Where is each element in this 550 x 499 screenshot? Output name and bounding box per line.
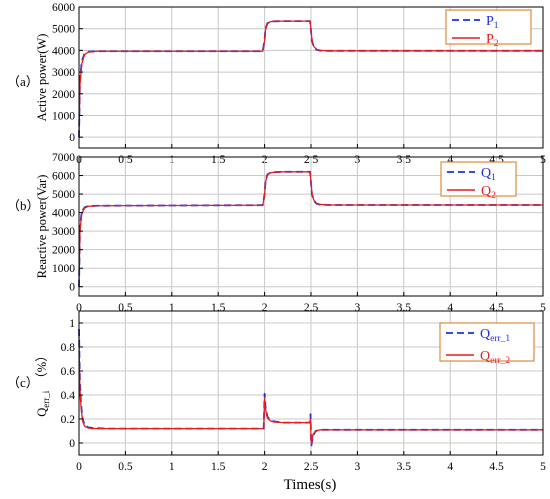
x-tick-label: 5 (540, 302, 546, 314)
y-axis-label: Qerr_i （%） (35, 349, 51, 416)
x-tick-label: 1.5 (211, 461, 226, 473)
legend-label-sub: 2 (491, 191, 496, 201)
x-tick-label: 2 (262, 302, 268, 314)
series-line-Q2 (78, 171, 543, 287)
panel-label: （a） (7, 74, 39, 89)
legend-label-main: Q (480, 349, 490, 364)
x-tick-label: 0.5 (118, 461, 133, 473)
x-tick-label: 1 (169, 302, 175, 314)
y-tick-label: 6000 (52, 171, 75, 183)
y-tick-label: 2000 (52, 245, 75, 257)
chart-panel-1: 00.511.522.533.544.550100020003000400050… (7, 2, 546, 166)
legend-label-sub: 2 (494, 39, 499, 49)
y-axis-label: Reactive power(Var) (35, 175, 49, 279)
y-tick-label: 1 (69, 318, 75, 330)
legend-label-sub: 1 (491, 173, 496, 183)
x-tick-label: 4.5 (489, 461, 504, 473)
legend-label-main: Q (481, 166, 491, 181)
y-axis-label-main: Q (35, 408, 49, 417)
x-tick-label: 2.5 (304, 461, 319, 473)
x-tick-label: 2 (262, 461, 268, 473)
x-tick-label: 4 (447, 461, 453, 473)
legend-label-sub: err_2 (490, 356, 510, 366)
y-tick-label: 3000 (52, 226, 75, 238)
legend-label-sub: 1 (494, 21, 499, 31)
chart-panel-2: 0 0.5 1 1.5 2 2.5 3 3.5 4 4.5 50100020003000400050… (7, 152, 546, 314)
legend-label-P1: P1 (486, 14, 499, 31)
x-tick-label: 3 (355, 302, 361, 314)
y-tick-label: 5000 (52, 24, 75, 36)
y-tick-label: 0 (69, 132, 75, 144)
y-axis-label-sub: err_i (41, 390, 51, 407)
y-tick-label: 5000 (52, 189, 75, 201)
y-axis-label-tail: （%） (35, 349, 49, 384)
y-tick-label: 6000 (52, 2, 75, 14)
y-tick-label: 0 (69, 438, 75, 450)
legend-label-sub: err_1 (490, 334, 510, 344)
x-tick-label: 4 (447, 302, 453, 314)
y-tick-label: 4000 (52, 45, 75, 57)
chart-panel-3: 0 0.5 1 1.5 2 2.5 3 3.5 4 4.5 5 0 0.2 0.4 0.6 0.8 1 Qerr_… (7, 310, 546, 473)
y-tick-label: 4000 (52, 208, 75, 220)
series-line-P2 (78, 20, 543, 138)
y-tick-label: 0.8 (61, 342, 76, 354)
y-tick-label: 3000 (52, 67, 75, 79)
series-line-Qerr_2 (78, 334, 543, 445)
x-tick-label: 5 (540, 461, 546, 473)
y-axis-label: Active power(W) (35, 34, 49, 122)
x-tick-label: 0 (76, 302, 82, 314)
y-tick-label: 0.6 (61, 366, 76, 378)
legend-label-main: P (486, 14, 494, 29)
legend-label-main: Q (481, 184, 491, 199)
x-axis-label: Times(s) (284, 477, 337, 493)
y-tick-label: 1000 (52, 110, 75, 122)
legend-label-Qerr_1: Qerr_1 (480, 327, 510, 344)
legend-box (440, 161, 517, 197)
legend-label-Qerr_2: Qerr_2 (480, 349, 510, 366)
y-tick-label: 2000 (52, 89, 75, 101)
panel-label: （b） (7, 198, 40, 213)
legend-label-P2: P2 (486, 32, 499, 49)
x-tick-label: 0 (76, 461, 82, 473)
panel-label: （c） (7, 375, 39, 390)
legend-label-Q1: Q1 (481, 166, 496, 183)
x-tick-label: 3 (355, 461, 361, 473)
y-tick-label: 0.4 (61, 390, 76, 402)
x-tick-label: 1 (169, 461, 175, 473)
y-tick-label: 0 (69, 282, 75, 294)
legend-label-Q2: Q2 (481, 184, 496, 201)
y-tick-label: 1000 (52, 263, 75, 275)
legend-label-main: Q (480, 327, 490, 342)
y-tick-label: 7000 (52, 152, 75, 164)
x-tick-label: 3.5 (397, 461, 412, 473)
legend-label-main: P (486, 32, 494, 47)
y-tick-label: 0.2 (61, 414, 76, 426)
